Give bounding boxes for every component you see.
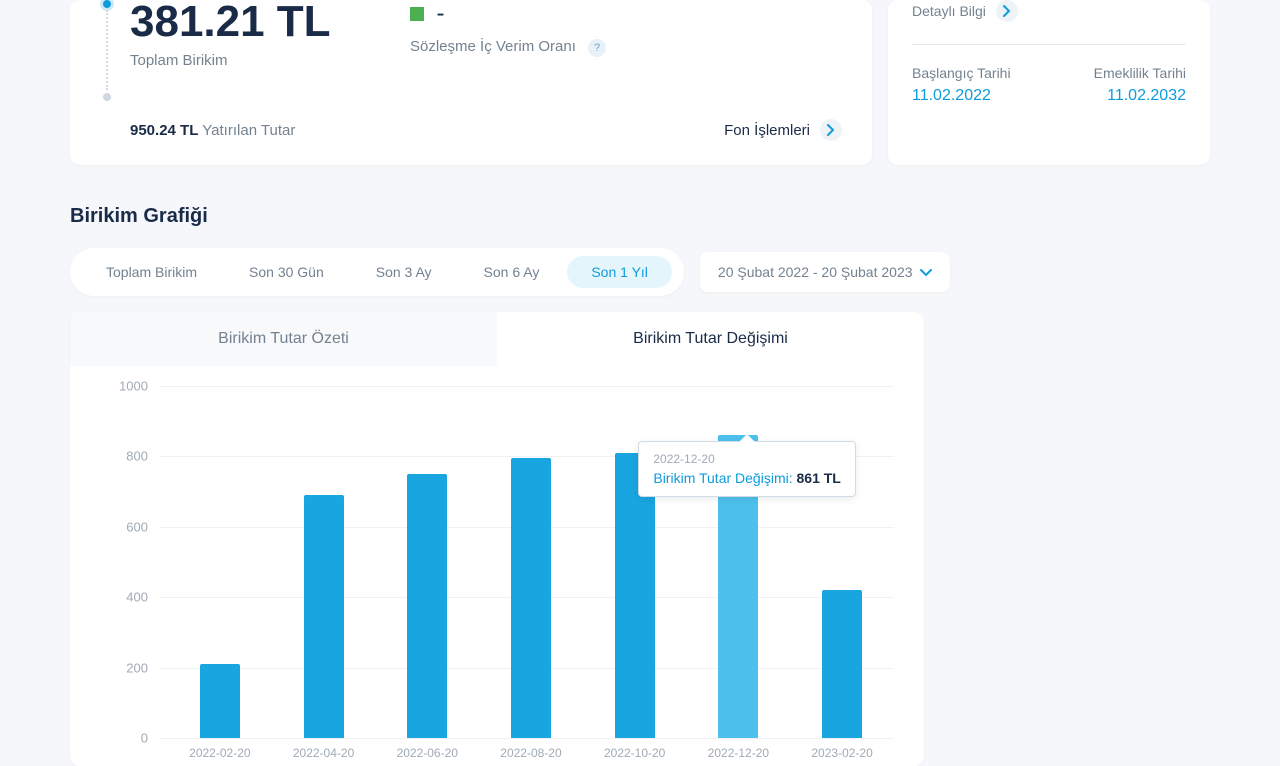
chart-bar[interactable] [304, 495, 344, 738]
y-tick: 400 [100, 590, 148, 605]
x-label: 2022-06-20 [397, 746, 458, 760]
chart-bar[interactable] [511, 458, 551, 738]
x-label: 2022-02-20 [189, 746, 250, 760]
bar-wrap: 2022-06-20 [398, 474, 456, 738]
chart-area: 020040060080010002022-02-202022-04-20202… [70, 366, 924, 766]
funds-link[interactable]: Fon İşlemleri [724, 119, 842, 141]
x-label: 2023-02-20 [811, 746, 872, 760]
chart-bar[interactable] [407, 474, 447, 738]
total-label: Toplam Birikim [130, 52, 410, 69]
funds-link-label: Fon İşlemleri [724, 122, 810, 139]
x-label: 2022-10-20 [604, 746, 665, 760]
date-range-select[interactable]: 20 Şubat 2022 - 20 Şubat 2023 [700, 252, 950, 292]
chart-card: Birikim Tutar ÖzetiBirikim Tutar Değişim… [70, 312, 924, 766]
start-date-value: 11.02.2022 [912, 87, 1011, 105]
yield-value: - [436, 0, 444, 27]
period-pill-0[interactable]: Toplam Birikim [82, 256, 221, 288]
summary-card: 381.21 TL Toplam Birikim - Sözleşme İç V… [70, 0, 872, 165]
detail-link-label: Detaylı Bilgi [912, 3, 986, 19]
grid-line [160, 738, 894, 739]
bar-wrap: 2022-08-20 [502, 458, 560, 738]
period-filter-group: Toplam BirikimSon 30 GünSon 3 AySon 6 Ay… [70, 248, 684, 296]
y-tick: 200 [100, 660, 148, 675]
y-tick: 800 [100, 449, 148, 464]
tooltip-date: 2022-12-20 [653, 452, 841, 466]
x-label: 2022-12-20 [708, 746, 769, 760]
x-label: 2022-04-20 [293, 746, 354, 760]
bars-container: 2022-02-20 2022-04-20 2022-06-20 2022-08-20… [168, 386, 894, 738]
y-tick: 1000 [100, 379, 148, 394]
divider [912, 44, 1186, 45]
chevron-right-icon [820, 119, 842, 141]
chart-tooltip: 2022-12-20 Birikim Tutar Değişimi: 861 TL [638, 441, 856, 497]
y-tick: 600 [100, 519, 148, 534]
tooltip-value: 861 TL [797, 470, 841, 486]
invested-amount: 950.24 TL [130, 122, 198, 139]
y-tick: 0 [100, 731, 148, 746]
period-pill-4[interactable]: Son 1 Yıl [567, 256, 672, 288]
chart-tab-0[interactable]: Birikim Tutar Özeti [70, 312, 497, 366]
period-pill-3[interactable]: Son 6 Ay [460, 256, 564, 288]
chart-tab-1[interactable]: Birikim Tutar Değişimi [497, 312, 924, 366]
end-date-value: 11.02.2032 [1094, 87, 1186, 105]
help-icon[interactable]: ? [588, 39, 606, 57]
detail-link[interactable]: Detaylı Bilgi [912, 0, 1018, 44]
tooltip-label: Birikim Tutar Değişimi: [653, 470, 796, 486]
start-date-label: Başlangıç Tarihi [912, 65, 1011, 81]
chart-tabs: Birikim Tutar ÖzetiBirikim Tutar Değişim… [70, 312, 924, 366]
bar-wrap: 2023-02-20 [813, 590, 871, 738]
chevron-down-icon [920, 264, 932, 280]
invested-text: 950.24 TL Yatırılan Tutar [130, 122, 295, 139]
chevron-right-icon [996, 0, 1018, 22]
yield-up-icon [410, 7, 424, 21]
yield-label-text: Sözleşme İç Verim Oranı [410, 38, 576, 55]
timeline-line [106, 10, 108, 90]
bar-wrap: 2022-02-20 [191, 664, 249, 738]
period-pill-1[interactable]: Son 30 Gün [225, 256, 348, 288]
total-amount: 381.21 TL [130, 0, 410, 44]
period-pill-2[interactable]: Son 3 Ay [352, 256, 456, 288]
date-range-label: 20 Şubat 2022 - 20 Şubat 2023 [718, 264, 913, 280]
x-label: 2022-08-20 [500, 746, 561, 760]
plan-dates-card: Detaylı Bilgi Başlangıç Tarihi 11.02.202… [888, 0, 1210, 165]
timeline-dot-end [103, 93, 111, 101]
end-date-label: Emeklilik Tarihi [1094, 65, 1186, 81]
chart-bar[interactable] [822, 590, 862, 738]
bar-wrap: 2022-04-20 [295, 495, 353, 738]
chart-bar[interactable] [200, 664, 240, 738]
invested-label: Yatırılan Tutar [202, 122, 295, 139]
yield-label: Sözleşme İç Verim Oranı ? [410, 38, 842, 57]
chart-section-title: Birikim Grafiği [70, 205, 1210, 228]
